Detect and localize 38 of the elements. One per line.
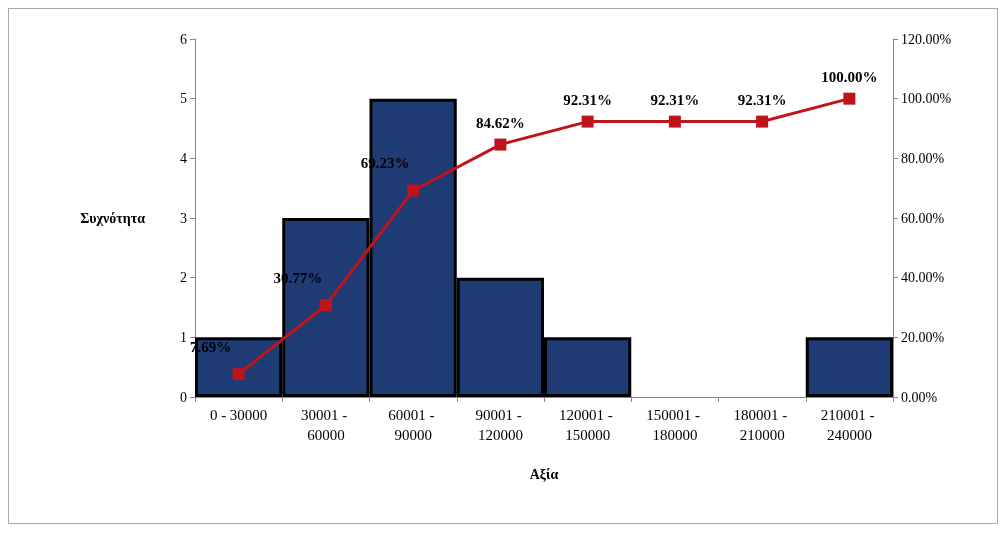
point <box>581 115 594 128</box>
point <box>407 184 420 197</box>
y2-tick-label: 0.00% <box>901 389 938 405</box>
x-tick-label: 0 - 30000 <box>209 407 268 423</box>
point <box>319 299 332 312</box>
point <box>494 138 507 151</box>
data-label: 84.62% <box>476 115 525 132</box>
y2-tick-label: 100.00% <box>901 91 952 107</box>
x-tick-label: 150001 - 180000 <box>646 407 704 443</box>
y-tick-label: 5 <box>180 91 187 107</box>
y-tick-label: 4 <box>180 150 187 166</box>
y-tick-label: 2 <box>180 270 187 286</box>
y2-tick-label: 120.00% <box>901 31 952 47</box>
point <box>756 115 769 128</box>
y-tick-label: 6 <box>180 31 187 47</box>
y2-tick-label: 80.00% <box>901 150 945 166</box>
y2-tick-label: 40.00% <box>901 270 945 286</box>
y2-tick-label: 20.00% <box>901 329 945 345</box>
data-label: 92.31% <box>737 92 787 109</box>
bar <box>805 337 893 397</box>
x-axis-title: Αξία <box>529 466 559 482</box>
data-label: 100.00% <box>821 69 878 86</box>
data-label: 92.31% <box>563 92 612 109</box>
x-tick-label: 60001 - 90000 <box>388 407 439 443</box>
y-axis-title: Συχνότητα <box>80 210 146 226</box>
y2-tick-label: 60.00% <box>901 210 945 226</box>
y-tick-label: 3 <box>180 210 187 226</box>
y-tick-label: 0 <box>180 389 187 405</box>
x-tick-label: 30001 - 60000 <box>300 407 351 443</box>
y-tick-label: 1 <box>180 329 187 345</box>
point <box>843 92 856 105</box>
x-tick-label: 90001 - 120000 <box>475 407 526 443</box>
x-tick-label: 180001 - 210000 <box>733 407 791 443</box>
data-label: 92.31% <box>650 92 700 109</box>
point <box>232 368 245 381</box>
point <box>668 115 681 128</box>
x-tick-label: 120001 - 150000 <box>558 407 617 443</box>
x-tick-label: 210001 - 240000 <box>820 407 879 443</box>
